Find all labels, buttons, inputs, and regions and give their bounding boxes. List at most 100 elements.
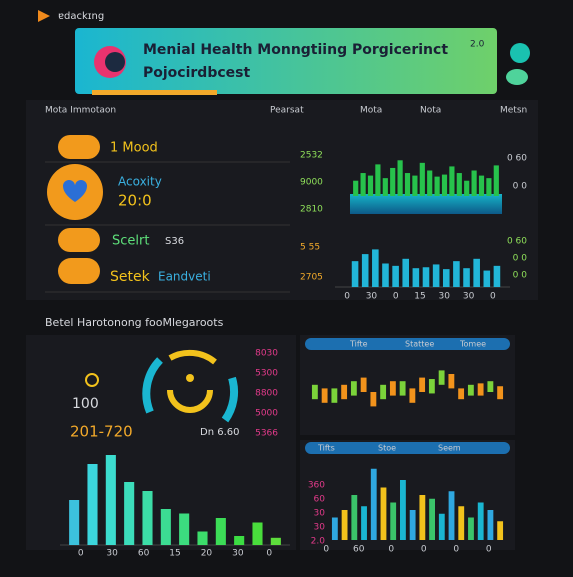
gauge-range: 201-720 (70, 423, 133, 441)
bar (69, 500, 80, 545)
status-dot[interactable] (506, 69, 528, 85)
bar (87, 464, 98, 545)
bar (438, 513, 445, 540)
version: 2.0 (470, 40, 485, 50)
bar (390, 502, 397, 540)
axis-label: 5000 (255, 409, 278, 419)
bar (105, 455, 116, 545)
bar (419, 162, 425, 196)
bar (493, 165, 499, 196)
section-title: Betel Harotonong fooMlegaroots (45, 316, 224, 329)
tab[interactable]: Tifte (349, 340, 368, 349)
tab[interactable]: Stoe (378, 444, 396, 453)
axis-label: 30 (106, 549, 118, 559)
axis-label: 0 60 (507, 237, 527, 247)
axis-label: 0 0 (513, 182, 528, 192)
axis-label: 20 (201, 549, 213, 559)
row-icon (58, 135, 100, 159)
bar (372, 249, 379, 287)
bar (351, 495, 358, 540)
axis-label: 0 (486, 545, 492, 555)
axis-label: 2532 (300, 151, 323, 161)
bar (382, 178, 388, 196)
tab[interactable]: Seem (438, 444, 461, 453)
axis-label: 0 (490, 292, 496, 302)
banner-accent (92, 90, 217, 95)
candle (341, 384, 348, 400)
bar (397, 160, 403, 196)
bar (341, 510, 348, 540)
bar (361, 254, 369, 287)
axis-label: 30 (366, 292, 378, 302)
axis-label: 15 (169, 549, 180, 559)
bar (432, 264, 440, 287)
heart-icon (63, 180, 87, 202)
bar (331, 517, 338, 540)
candle (370, 392, 377, 407)
tab[interactable]: Tifts (317, 444, 335, 453)
candle (467, 384, 474, 396)
candle (331, 388, 338, 403)
row-icon (58, 228, 100, 252)
axis-label: 360 (308, 481, 325, 491)
bar (402, 258, 410, 287)
axis-label: 0 (388, 545, 394, 555)
axis-label: 0 (266, 549, 272, 559)
bar (422, 267, 430, 287)
axis-label: 5300 (255, 369, 278, 379)
bar (453, 261, 460, 287)
axis-label: 5 55 (300, 243, 320, 253)
row-label: Acoxity (118, 175, 162, 189)
axis-label: 9000 (300, 178, 323, 188)
column-header: Mota Immotaon (45, 106, 116, 116)
status-dot[interactable] (510, 43, 530, 63)
bar (464, 180, 470, 196)
candle (419, 377, 426, 392)
bar (370, 468, 377, 540)
bar (142, 491, 153, 545)
gauge-arc (168, 349, 217, 365)
bar (353, 180, 359, 196)
axis-label: 8800 (255, 389, 278, 399)
tab[interactable]: Stattee (405, 340, 434, 349)
axis-label: 8030 (255, 349, 278, 359)
bar (471, 170, 477, 196)
bar (367, 175, 374, 196)
gauge-dot (186, 374, 194, 382)
banner-title: Menial Health Monngtiing Porgicerinct (143, 42, 448, 58)
candle (497, 386, 504, 400)
bar (448, 491, 455, 540)
candle (399, 381, 406, 396)
row-value: S36 (165, 236, 184, 247)
axis-label: 0 (393, 292, 399, 302)
logo-inner (105, 52, 125, 72)
candle (321, 388, 328, 403)
axis-label: 0 0 (513, 271, 528, 281)
axis-label: 0 (421, 545, 427, 555)
bar (412, 268, 420, 287)
bar (419, 495, 426, 540)
bar (382, 263, 389, 287)
bar (360, 173, 366, 196)
row-label: 1 Mood (110, 141, 158, 156)
bar (124, 482, 135, 545)
axis-label: 30 (439, 292, 451, 302)
candle (409, 388, 416, 403)
bar (486, 178, 492, 196)
candle (428, 379, 435, 394)
candle (360, 377, 367, 392)
axis-label: 15 (414, 292, 425, 302)
bar (392, 265, 399, 287)
axis-label: 0 (78, 549, 84, 559)
bar (390, 167, 396, 196)
tab[interactable]: Tomee (459, 340, 486, 349)
axis-label: 2705 (300, 273, 323, 283)
axis-label: 30 (463, 292, 475, 302)
bar (179, 513, 190, 545)
bar (463, 268, 470, 287)
axis-label: 5366 (255, 429, 278, 439)
bar (497, 521, 504, 540)
bar (456, 173, 462, 196)
axis-label: 0 (453, 545, 459, 555)
